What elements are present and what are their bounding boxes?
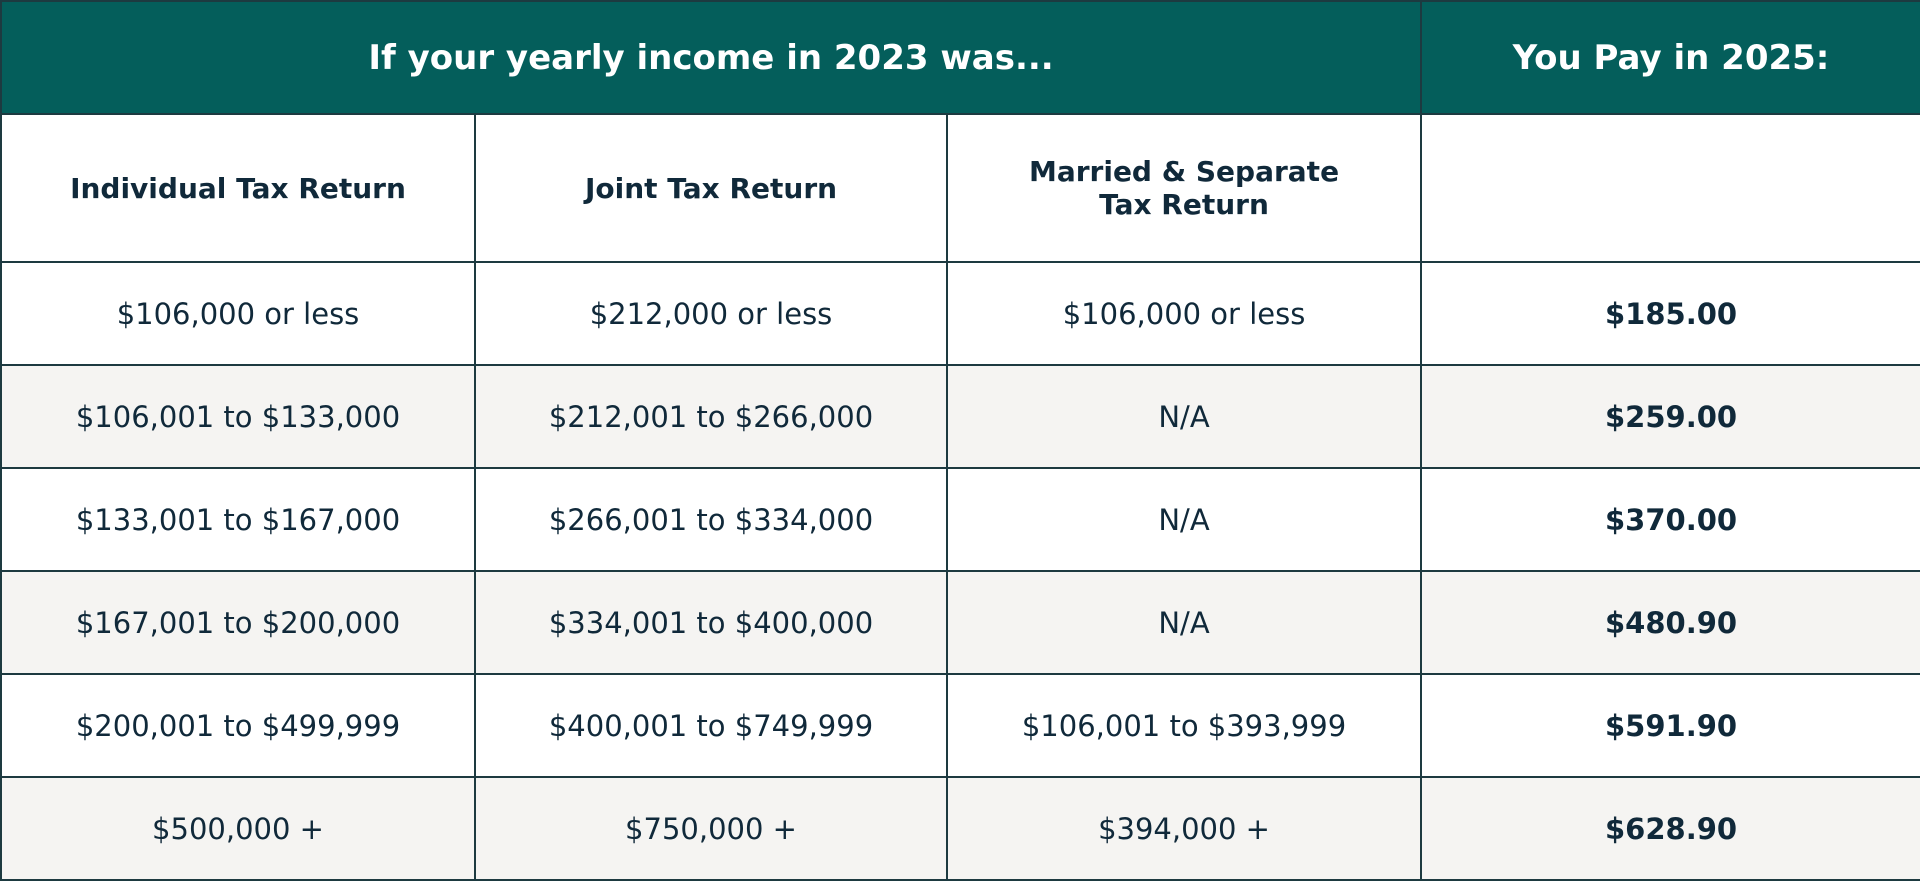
table-row: $133,001 to $167,000 $266,001 to $334,000… — [0, 467, 1920, 572]
income-cell: N/A — [945, 467, 1423, 572]
income-cell: $212,000 or less — [474, 261, 948, 366]
income-cell: $212,001 to $266,000 — [474, 364, 948, 469]
header-row: If your yearly income in 2023 was... You… — [0, 0, 1920, 115]
income-cell: $106,000 or less — [945, 261, 1423, 366]
fee-cell: $628.90 — [1420, 776, 1920, 881]
income-cell: N/A — [945, 570, 1423, 675]
fee-cell: $370.00 — [1420, 467, 1920, 572]
empty-cell — [1420, 113, 1920, 263]
fee-cell: $185.00 — [1420, 261, 1920, 366]
income-cell: $750,000 + — [474, 776, 948, 881]
table-row: $167,001 to $200,000 $334,001 to $400,000… — [0, 570, 1920, 675]
income-cell: $106,001 to $393,999 — [945, 673, 1423, 778]
income-cell: $400,001 to $749,999 — [474, 673, 948, 778]
income-cell: $200,001 to $499,999 — [0, 673, 476, 778]
table-row: $106,000 or less $212,000 or less $106,000… — [0, 261, 1920, 366]
income-cell: $266,001 to $334,000 — [474, 467, 948, 572]
subheader-cell: Joint Tax Return — [474, 113, 948, 263]
table-row: $500,000 + $750,000 + $394,000 + $628.90 — [0, 776, 1920, 881]
subheader-text: Individual Tax Return — [70, 171, 406, 205]
subheader-row: Individual Tax Return Joint Tax Return M… — [0, 113, 1920, 263]
header-left: If your yearly income in 2023 was... — [0, 0, 1423, 115]
income-cell: $106,000 or less — [0, 261, 476, 366]
income-cell: $394,000 + — [945, 776, 1423, 881]
table-row: $200,001 to $499,999 $400,001 to $749,999… — [0, 673, 1920, 778]
income-cell: $167,001 to $200,000 — [0, 570, 476, 675]
subheader-text: Married & Separate Tax Return — [1028, 155, 1340, 221]
fee-cell: $259.00 — [1420, 364, 1920, 469]
income-cell: $500,000 + — [0, 776, 476, 881]
income-cell: $133,001 to $167,000 — [0, 467, 476, 572]
subheader-cell: Married & Separate Tax Return — [945, 113, 1423, 263]
table-row: $106,001 to $133,000 $212,001 to $266,000… — [0, 364, 1920, 469]
income-cell: N/A — [945, 364, 1423, 469]
income-cell: $106,001 to $133,000 — [0, 364, 476, 469]
table-body: Individual Tax Return Joint Tax Return M… — [0, 113, 1920, 881]
header-right: You Pay in 2025: — [1420, 0, 1920, 115]
fee-cell: $480.90 — [1420, 570, 1920, 675]
subheader-cell: Individual Tax Return — [0, 113, 476, 263]
income-cell: $334,001 to $400,000 — [474, 570, 948, 675]
fee-cell: $591.90 — [1420, 673, 1920, 778]
subheader-text: Joint Tax Return — [584, 171, 838, 205]
